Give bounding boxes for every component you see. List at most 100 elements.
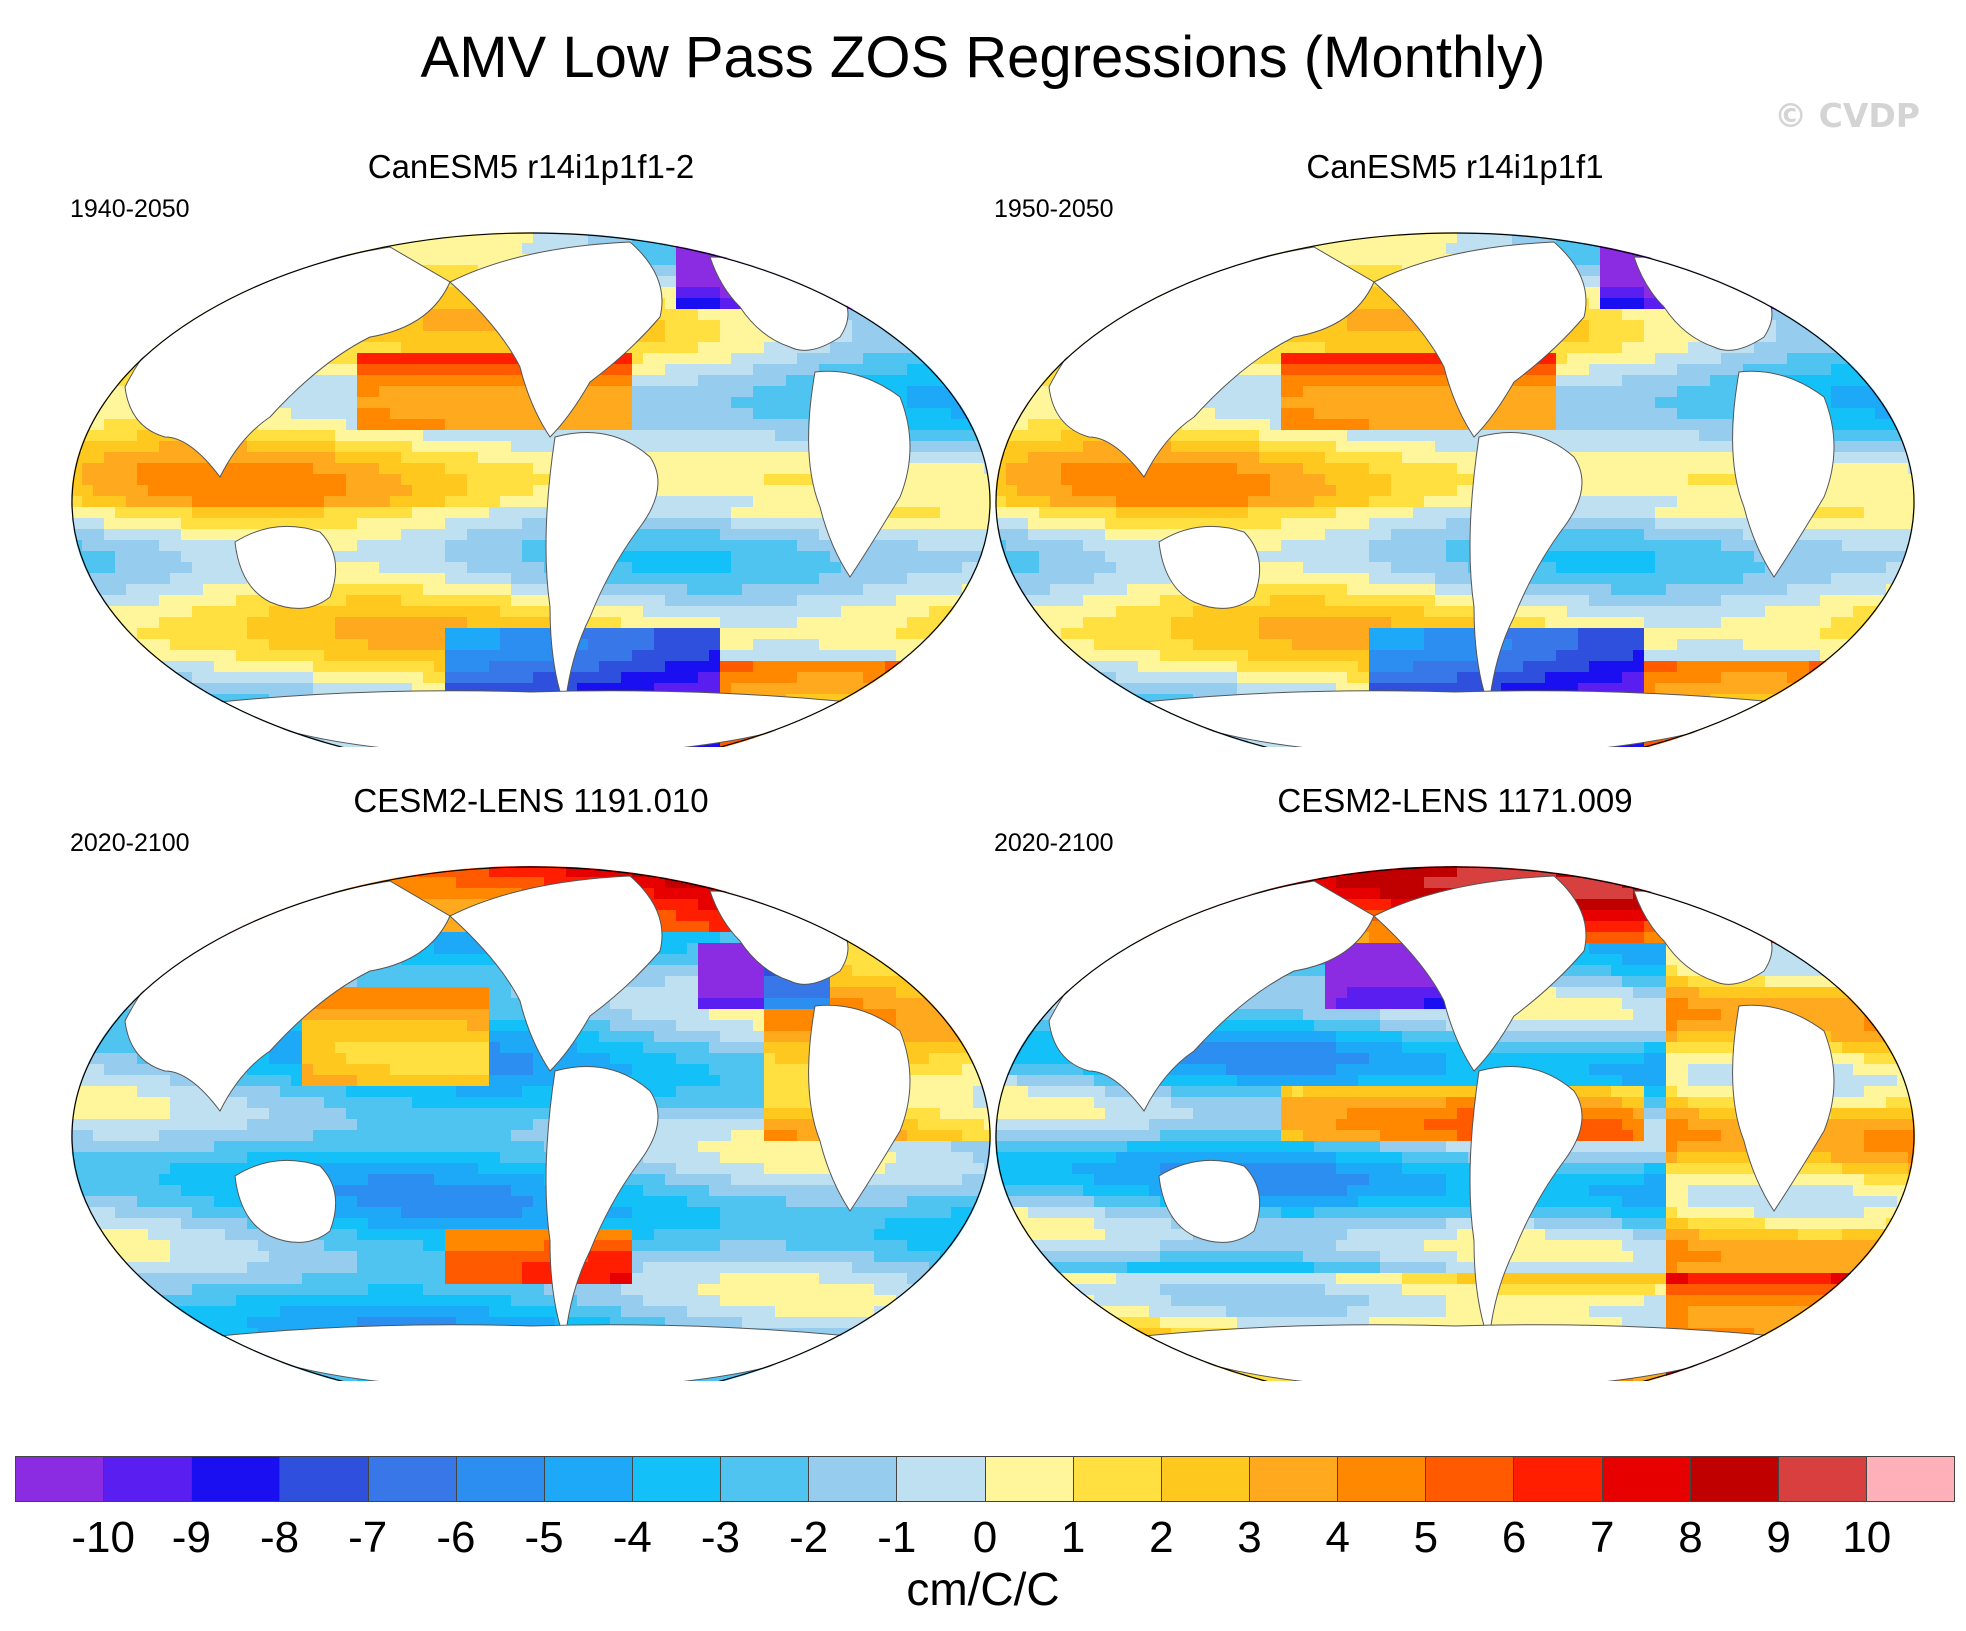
- field-cell: [742, 485, 754, 497]
- field-cell: [170, 265, 182, 277]
- field-cell: [401, 573, 413, 585]
- field-cell: [302, 397, 314, 409]
- field-cell: [764, 232, 776, 244]
- field-cell: [698, 375, 710, 387]
- field-cell: [401, 430, 413, 442]
- field-cell: [181, 738, 193, 747]
- field-cell: [148, 540, 160, 552]
- field-cell: [71, 672, 83, 684]
- field-cell: [962, 452, 974, 464]
- field-cell: [1809, 320, 1821, 332]
- field-cell: [82, 639, 94, 651]
- field-cell: [170, 562, 182, 574]
- field-cell: [1644, 287, 1656, 299]
- field-cell: [71, 496, 83, 508]
- field-cell: [423, 551, 435, 563]
- field-cell: [357, 529, 369, 541]
- field-cell: [786, 408, 798, 420]
- field-cell: [1149, 265, 1161, 277]
- field-cell: [126, 617, 138, 629]
- field-cell: [346, 650, 358, 662]
- field-cell: [291, 452, 303, 464]
- field-cell: [885, 342, 897, 354]
- field-cell: [1193, 254, 1205, 266]
- field-cell: [753, 529, 765, 541]
- field-cell: [621, 430, 633, 442]
- field-cell: [863, 738, 875, 747]
- field-cell: [786, 353, 798, 365]
- field-cell: [797, 529, 809, 541]
- field-cell: [1787, 309, 1799, 321]
- field-cell: [1083, 309, 1095, 321]
- field-cell: [1424, 254, 1436, 266]
- field-cell: [115, 254, 127, 266]
- field-cell: [929, 386, 941, 398]
- field-cell: [93, 617, 105, 629]
- field-cell: [709, 672, 721, 684]
- field-cell: [412, 507, 424, 519]
- field-cell: [456, 386, 468, 398]
- field-cell: [797, 738, 809, 747]
- world-map: [995, 232, 1915, 747]
- field-cell: [995, 298, 1007, 310]
- field-cell: [786, 606, 798, 618]
- field-cell: [698, 507, 710, 519]
- field-cell: [1369, 298, 1381, 310]
- field-cell: [654, 562, 666, 574]
- field-cell: [753, 628, 765, 640]
- field-cell: [467, 617, 479, 629]
- field-cell: [1039, 287, 1051, 299]
- field-cell: [841, 716, 853, 728]
- field-cell: [126, 232, 138, 244]
- field-cell: [170, 727, 182, 739]
- field-cell: [379, 375, 391, 387]
- field-cell: [313, 606, 325, 618]
- field-cell: [302, 232, 314, 244]
- field-cell: [830, 705, 842, 717]
- field-cell: [368, 342, 380, 354]
- field-cell: [720, 232, 732, 244]
- field-cell: [434, 441, 446, 453]
- field-cell: [918, 474, 930, 486]
- field-cell: [940, 364, 952, 376]
- field-cell: [940, 738, 952, 747]
- field-cell: [709, 617, 721, 629]
- field-cell: [676, 408, 688, 420]
- field-cell: [291, 650, 303, 662]
- field-cell: [874, 617, 886, 629]
- field-cell: [511, 496, 523, 508]
- field-cell: [225, 727, 237, 739]
- field-cell: [467, 650, 479, 662]
- field-cell: [742, 353, 754, 365]
- field-cell: [764, 243, 776, 255]
- field-cell: [1072, 298, 1084, 310]
- field-cell: [819, 661, 831, 673]
- field-cell: [1699, 254, 1711, 266]
- field-cell: [478, 606, 490, 618]
- field-cell: [654, 397, 666, 409]
- field-cell: [533, 441, 545, 453]
- field-cell: [126, 705, 138, 717]
- field-cell: [632, 342, 644, 354]
- field-cell: [522, 628, 534, 640]
- field-cell: [346, 386, 358, 398]
- field-cell: [874, 276, 886, 288]
- field-cell: [269, 430, 281, 442]
- field-cell: [1776, 276, 1788, 288]
- field-cell: [742, 463, 754, 475]
- field-cell: [203, 606, 215, 618]
- field-cell: [918, 408, 930, 420]
- field-cell: [1171, 243, 1183, 255]
- field-cell: [291, 617, 303, 629]
- field-cell: [192, 474, 204, 486]
- field-cell: [434, 342, 446, 354]
- field-cell: [126, 661, 138, 673]
- field-cell: [423, 507, 435, 519]
- field-cell: [1160, 276, 1172, 288]
- field-cell: [434, 551, 446, 563]
- field-cell: [379, 485, 391, 497]
- field-cell: [1798, 276, 1810, 288]
- field-cell: [1105, 298, 1117, 310]
- field-cell: [786, 661, 798, 673]
- field-cell: [885, 661, 897, 673]
